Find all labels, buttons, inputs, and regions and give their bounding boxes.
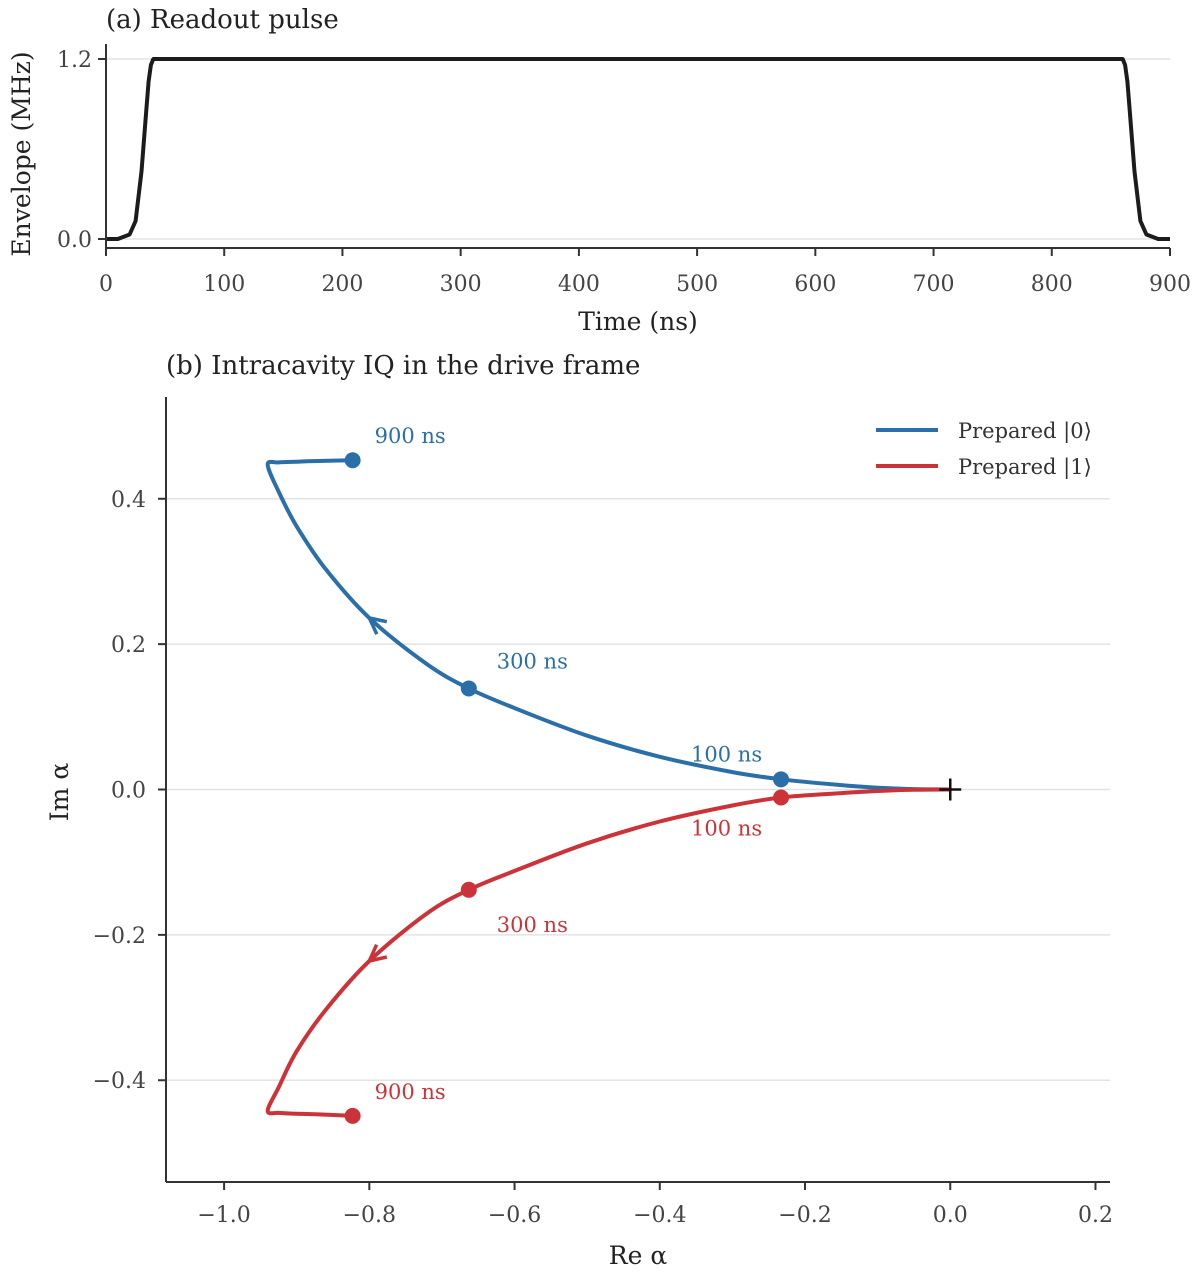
panel-a-y-tick-label: 1.2 xyxy=(57,48,92,73)
panel-b-x-tick-label: −0.6 xyxy=(488,1203,541,1228)
panel-b-x-tick-label: −1.0 xyxy=(197,1203,250,1228)
time-label-0-0: 100 ns xyxy=(691,742,762,766)
panel-b-gridlines xyxy=(166,498,1110,1081)
panel-b-trajectories: 100 ns 300 ns 900 ns 100 ns 300 ns 900 ns xyxy=(265,424,953,1124)
panel-b-x-tick-label: −0.8 xyxy=(343,1203,396,1228)
time-marker-0-1 xyxy=(460,680,477,697)
panel-a-x-tick-label: 900 xyxy=(1149,272,1191,297)
panel-a-x-tick-label: 100 xyxy=(203,272,245,297)
time-label-1-0: 100 ns xyxy=(691,816,762,840)
panel-b-x-tick-label: 0.2 xyxy=(1078,1203,1113,1228)
trajectory-line-1 xyxy=(265,787,953,1118)
time-marker-1-1 xyxy=(460,881,477,898)
legend: Prepared |0⟩ Prepared |1⟩ xyxy=(876,419,1092,480)
panel-b-title: (b) Intracavity IQ in the drive frame xyxy=(166,351,640,381)
legend-label-1: Prepared |1⟩ xyxy=(958,455,1092,480)
panel-b-ticks: −0.4 −0.2 0.0 0.2 0.4 −1.0 −0.8 −0.6 −0.4 −0.2 0.0… xyxy=(93,488,1113,1228)
time-label-0-1: 300 ns xyxy=(497,649,568,673)
panel-b-y-tick-label: 0.2 xyxy=(111,633,146,658)
panel-a-ticks: 0.0 1.2 0 100 200 300 400 500 600 700 800 900 xyxy=(57,48,1191,297)
trajectory-line-0 xyxy=(265,458,953,792)
panel-a-readout-pulse: (a) Readout pulse 0.0 1.2 0 100 200 300 400 500… xyxy=(7,5,1191,336)
time-marker-0-0 xyxy=(773,771,790,788)
panel-a-title: (a) Readout pulse xyxy=(106,5,339,35)
panel-b-y-tick-label: −0.2 xyxy=(93,924,146,949)
time-marker-1-0 xyxy=(773,789,790,806)
panel-b-iq-plane: (b) Intracavity IQ in the drive frame 10… xyxy=(45,351,1113,1270)
time-marker-1-2 xyxy=(344,1107,361,1124)
time-label-0-2: 900 ns xyxy=(375,424,446,448)
panel-a-x-tick-label: 400 xyxy=(558,272,600,297)
panel-a-x-tick-label: 300 xyxy=(440,272,482,297)
pulse-envelope-line xyxy=(106,57,1170,241)
panel-a-y-tick-label: 0.0 xyxy=(57,228,92,253)
panel-a-gridlines xyxy=(106,58,1170,240)
panel-a-x-tick-label: 700 xyxy=(913,272,955,297)
panel-b-x-label: Re α xyxy=(609,1241,668,1270)
panel-a-x-tick-label: 200 xyxy=(321,272,363,297)
panel-b-y-tick-label: −0.4 xyxy=(93,1069,146,1094)
direction-arrow-0 xyxy=(367,616,388,635)
panel-b-y-label: Im α xyxy=(45,763,74,822)
origin-cross-marker xyxy=(939,778,962,801)
panel-b-x-tick-label: −0.2 xyxy=(778,1203,831,1228)
panel-a-x-tick-label: 600 xyxy=(794,272,836,297)
time-marker-0-2 xyxy=(344,452,361,469)
direction-arrow-1 xyxy=(367,943,388,963)
panel-a-x-tick-label: 800 xyxy=(1031,272,1073,297)
time-label-1-1: 300 ns xyxy=(497,913,568,937)
legend-label-0: Prepared |0⟩ xyxy=(958,419,1092,444)
panel-a-x-label: Time (ns) xyxy=(578,307,698,336)
panel-b-x-tick-label: −0.4 xyxy=(633,1203,686,1228)
panel-b-y-tick-label: 0.4 xyxy=(111,488,146,513)
panel-a-y-label: Envelope (MHz) xyxy=(7,51,36,256)
panel-a-x-tick-label: 500 xyxy=(676,272,718,297)
panel-b-x-tick-label: 0.0 xyxy=(933,1203,968,1228)
panel-a-x-tick-label: 0 xyxy=(99,272,113,297)
panel-b-y-tick-label: 0.0 xyxy=(111,779,146,804)
time-label-1-2: 900 ns xyxy=(375,1080,446,1104)
